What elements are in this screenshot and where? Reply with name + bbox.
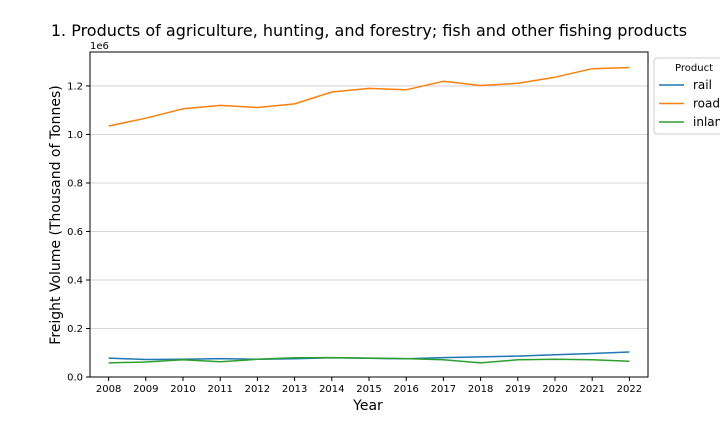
x-tick-label: 2016 — [393, 384, 418, 395]
y-tick-label: 0.4 — [67, 275, 83, 286]
legend-items: rail road inland — [659, 78, 720, 129]
x-tick-label: 2008 — [96, 384, 121, 395]
x-tick-label: 2015 — [356, 384, 381, 395]
x-tick-label: 2013 — [282, 384, 307, 395]
x-tick-label: 2022 — [617, 384, 642, 395]
x-tick-label: 2018 — [468, 384, 493, 395]
y-tick-label: 0.6 — [67, 227, 83, 238]
y-tick-label: 0.2 — [67, 324, 83, 335]
series-line-road — [108, 66, 630, 127]
legend-label-inland: inland — [693, 115, 720, 129]
y-tick-label: 1.2 — [67, 81, 83, 92]
x-tick-label: 2012 — [245, 384, 270, 395]
y-axis: 0.0 0.2 0.4 0.6 0.8 1.0 1.2 — [67, 81, 90, 384]
x-tick-label: 2009 — [133, 384, 158, 395]
grid-lines — [90, 85, 648, 378]
series-line-inland — [108, 356, 630, 364]
x-tick-label: 2011 — [207, 384, 232, 395]
x-tick-label: 2014 — [319, 384, 344, 395]
legend-label-rail: rail — [693, 78, 712, 92]
x-tick-label: 2020 — [542, 384, 567, 395]
x-axis-title: Year — [352, 398, 383, 414]
y-tick-label: 1.0 — [67, 130, 83, 141]
legend: Product rail road inland — [653, 57, 720, 135]
series-layer — [108, 66, 630, 364]
chart-title: 1. Products of agriculture, hunting, and… — [51, 21, 687, 40]
legend-title: Product — [675, 63, 713, 74]
y-axis-offset-label: 1e6 — [90, 41, 109, 52]
legend-label-road: road — [693, 97, 720, 111]
x-axis: 2008 2009 2010 2011 2012 2013 2014 2015 2016 2017… — [96, 377, 642, 395]
x-tick-label: 2019 — [505, 384, 530, 395]
y-axis-title: Freight Volume (Thousand of Tonnes) — [48, 85, 64, 344]
x-tick-label: 2010 — [170, 384, 195, 395]
y-tick-label: 0.8 — [67, 178, 83, 189]
x-tick-label: 2021 — [579, 384, 604, 395]
x-tick-label: 2017 — [431, 384, 456, 395]
legend-box — [653, 57, 720, 135]
y-tick-label: 0.0 — [67, 373, 83, 384]
